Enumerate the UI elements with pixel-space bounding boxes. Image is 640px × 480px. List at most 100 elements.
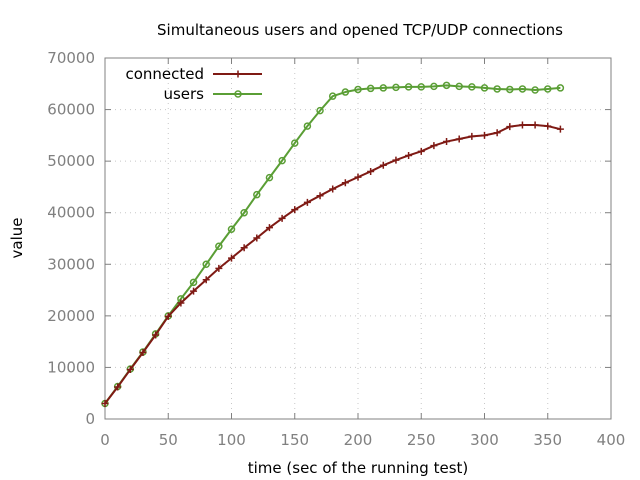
point-connected-20 [354,173,362,181]
point-users-36 [556,84,565,92]
grid [105,58,611,419]
point-connected-23 [392,156,400,164]
y-tick-label-5: 50000 [47,152,95,170]
point-users-21 [366,84,375,93]
point-connected-4 [152,331,160,339]
point-users-23 [392,83,400,92]
y-tick-label-4: 40000 [47,204,95,222]
point-connected-26 [430,142,438,150]
point-connected-15 [291,206,299,214]
point-connected-6 [177,299,185,307]
point-connected-13 [265,224,273,232]
legend: connected users [125,65,262,103]
point-users-8 [202,260,210,269]
x-axis-label: time (sec of the running test) [248,459,469,477]
point-users-26 [430,82,438,91]
x-tick-label-1: 50 [159,431,178,449]
point-users-16 [303,122,312,130]
point-connected-29 [468,132,476,140]
point-users-12 [253,190,261,199]
point-users-25 [417,83,425,91]
series-users [101,81,565,408]
point-users-15 [291,139,299,147]
point-connected-16 [303,198,311,206]
point-users-27 [442,81,451,90]
series-line-users [104,84,561,405]
point-connected-10 [228,254,235,262]
point-users-30 [480,84,489,92]
point-users-29 [468,83,476,91]
point-users-34 [531,86,539,94]
point-users-20 [354,85,362,94]
y-tick-label-0: 0 [85,410,95,428]
point-users-18 [328,92,337,100]
point-users-22 [379,84,388,92]
point-connected-12 [253,234,261,242]
axis-ticks: 0 50 100 150 200 250 300 350 400 0 10000 20000 30000… [47,49,625,449]
x-tick-label-8: 400 [597,431,626,449]
point-users-9 [215,242,223,250]
point-connected-33 [518,121,526,129]
point-connected-32 [506,123,514,131]
point-connected-30 [481,131,488,139]
series-line-connected [104,124,561,405]
y-tick-label-6: 60000 [47,101,95,119]
point-connected-24 [405,151,413,159]
point-connected-2 [126,365,134,373]
point-connected-17 [316,192,324,200]
series-connected [101,121,564,408]
x-tick-label-2: 100 [217,431,246,449]
point-users-13 [265,173,274,182]
point-connected-21 [367,167,375,175]
legend-marker-connected [234,70,242,78]
point-users-33 [518,85,527,93]
y-tick-label-3: 30000 [47,255,95,273]
point-users-31 [493,85,501,93]
x-tick-label-0: 0 [100,431,110,449]
x-tick-label-5: 250 [407,431,436,449]
chart-title: Simultaneous users and opened TCP/UDP co… [157,21,563,39]
point-users-28 [455,82,463,91]
point-connected-31 [493,129,501,137]
point-connected-36 [556,125,564,133]
point-users-32 [506,85,514,94]
point-connected-1 [114,383,122,391]
legend-label-connected: connected [125,65,204,83]
y-axis-label: value [8,218,26,259]
y-tick-label-1: 10000 [47,358,95,376]
point-users-24 [404,83,413,91]
point-connected-28 [455,135,463,143]
point-connected-19 [341,179,349,187]
point-users-35 [544,85,552,93]
point-users-10 [227,225,236,233]
point-connected-27 [443,138,451,146]
x-tick-label-4: 200 [344,431,373,449]
point-connected-35 [544,122,552,130]
point-connected-18 [329,185,337,193]
x-tick-label-6: 300 [470,431,499,449]
point-connected-22 [379,161,387,169]
point-users-19 [341,88,350,96]
legend-label-users: users [163,85,204,103]
point-connected-14 [278,214,286,222]
point-users-11 [240,208,248,217]
point-connected-0 [101,400,109,408]
point-connected-8 [202,276,210,284]
x-tick-label-3: 150 [280,431,309,449]
point-connected-5 [164,312,172,320]
series-group [101,81,565,408]
point-connected-7 [190,287,198,295]
point-connected-9 [215,264,223,272]
point-users-17 [316,106,324,115]
legend-marker-users [234,90,242,98]
y-tick-label-7: 70000 [47,49,95,67]
point-users-14 [278,156,286,165]
y-tick-label-2: 20000 [47,307,95,325]
point-connected-3 [139,348,147,356]
point-users-7 [189,278,198,287]
point-connected-34 [531,121,539,129]
x-tick-label-7: 350 [533,431,562,449]
point-connected-11 [240,244,248,252]
